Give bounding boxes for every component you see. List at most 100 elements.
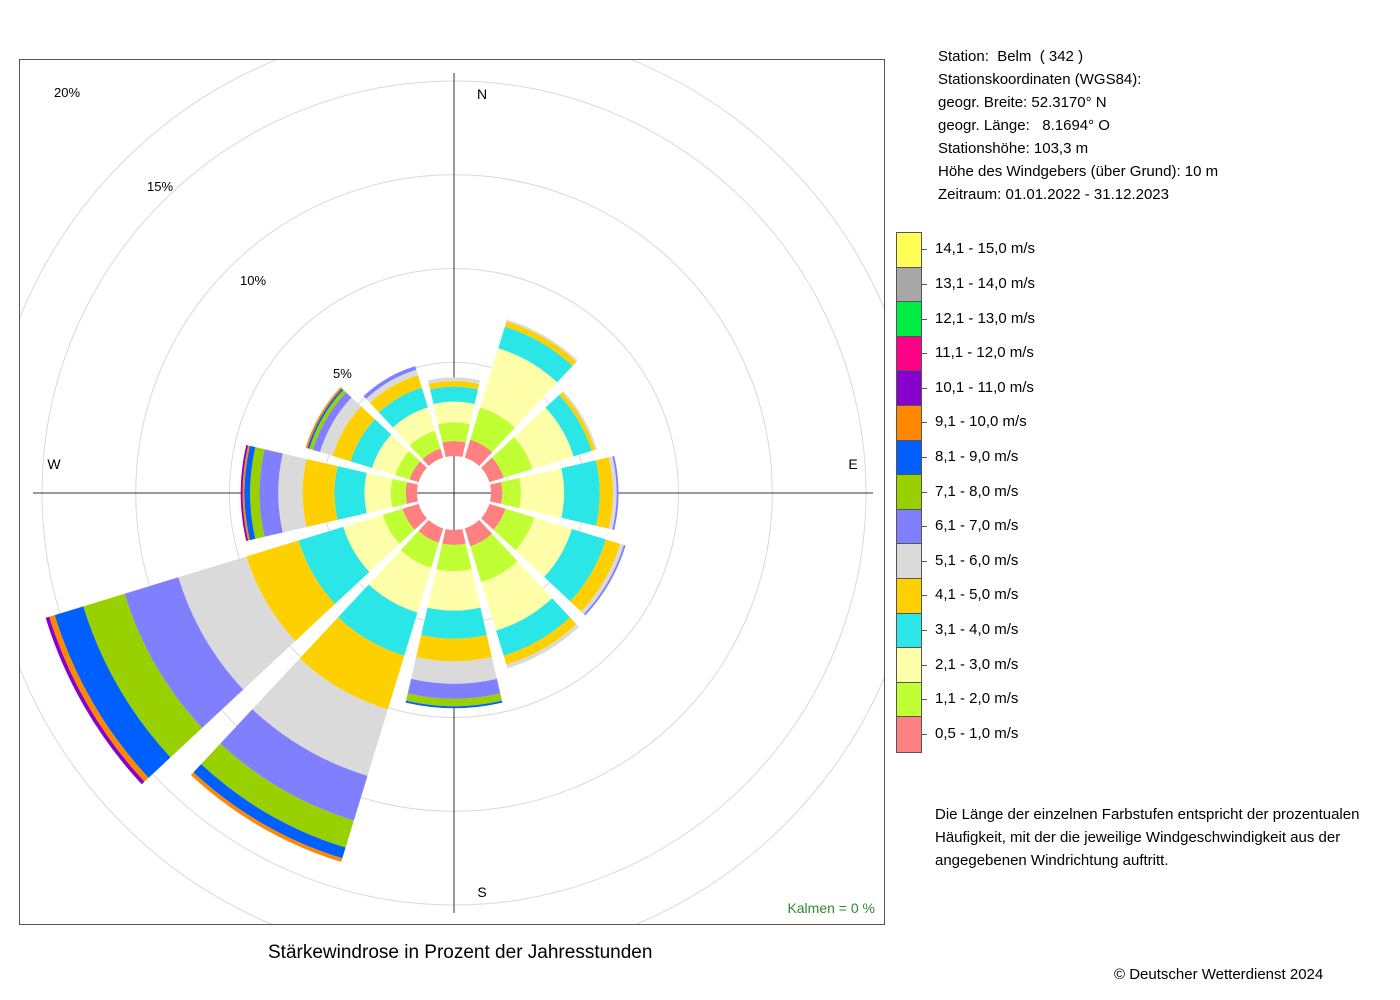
- legend-swatch: [897, 267, 921, 303]
- station-longitude: geogr. Länge: 8.1694° O: [938, 117, 1110, 134]
- sector-330-class-1: [409, 430, 441, 460]
- legend-tick: [921, 318, 927, 320]
- sector-150-class-1: [470, 533, 518, 583]
- legend-label: 14,1 - 15,0 m/s: [935, 240, 1036, 258]
- sector-60-class-1: [492, 437, 533, 478]
- sector-240-class-5: [178, 556, 296, 690]
- sector-150-class-2: [481, 561, 553, 631]
- sector-120-class-4: [570, 539, 621, 612]
- legend-tick: [921, 560, 927, 562]
- sector-60-class-5: [561, 391, 597, 450]
- sector-210-class-0: [418, 520, 444, 543]
- sector-120-class-5: [581, 543, 624, 615]
- sector-270-class-5: [278, 453, 307, 533]
- sector-180-class-3: [421, 607, 487, 639]
- legend-label: 10,1 - 11,0 m/s: [935, 378, 1034, 396]
- sector-210-class-5: [252, 658, 388, 776]
- legend-label: 7,1 - 8,0 m/s: [935, 482, 1019, 500]
- legend-label: 12,1 - 13,0 m/s: [935, 309, 1036, 327]
- sector-120-class-2: [515, 517, 572, 578]
- sector-300-class-8: [307, 388, 344, 449]
- sector-210-class-4: [299, 617, 405, 710]
- legend-swatch: [897, 371, 921, 406]
- sector-330-class-4: [369, 375, 422, 413]
- legend-label: 13,1 - 14,0 m/s: [935, 274, 1036, 292]
- sector-120-class-1: [493, 508, 535, 551]
- sector-120-class-3: [544, 529, 606, 602]
- sector-90-class-6: [612, 455, 619, 531]
- legend-tick: [921, 595, 927, 597]
- sector-330-class-3: [378, 387, 428, 428]
- sector-240-class-1: [382, 508, 415, 544]
- sector-300-class-9: [305, 387, 342, 449]
- legend-swatch: [897, 233, 921, 268]
- sector-180-class-8: [405, 700, 503, 709]
- sector-210-class-8: [193, 764, 346, 859]
- sector-240-class-4: [246, 540, 336, 641]
- sector-150-class-4: [503, 617, 577, 665]
- sector-150-class-0: [464, 520, 493, 547]
- sector-330-class-0: [422, 448, 444, 466]
- sector-0-class-3: [430, 386, 478, 404]
- sector-180-class-2: [427, 569, 481, 611]
- sector-270-class-6: [259, 449, 283, 537]
- sector-270-class-0: [405, 482, 418, 504]
- station-latitude: geogr. Breite: 52.3170° N: [938, 94, 1107, 111]
- sector-0-class-0: [442, 441, 466, 457]
- legend-label: 2,1 - 3,0 m/s: [935, 655, 1019, 673]
- legend-label: 5,1 - 6,0 m/s: [935, 551, 1019, 569]
- sector-0-class-1: [438, 422, 470, 443]
- legend-swatch: [897, 544, 921, 579]
- sector-240-class-3: [298, 526, 370, 604]
- legend-swatch: [897, 682, 921, 718]
- copyright-notice: © Deutscher Wetterdienst 2024: [1114, 966, 1324, 983]
- sector-240-class-9: [49, 615, 149, 782]
- legend-tick: [921, 664, 927, 666]
- sector-210-class-6: [220, 709, 368, 821]
- sector-0-class-5: [427, 377, 481, 384]
- sector-270-class-7: [250, 447, 265, 539]
- legend-swatch: [897, 509, 921, 545]
- wind-rose-svg: 5% 10% 15% 20% N E S W Kalmen = 0 %: [20, 60, 884, 924]
- sector-60-class-3: [545, 394, 592, 457]
- compass-label-S: S: [477, 884, 486, 900]
- sector-270-class-3: [334, 466, 367, 520]
- sector-90-class-0: [490, 482, 503, 504]
- sector-60-class-0: [481, 457, 504, 483]
- legend-color-bar: [896, 232, 922, 753]
- legend-label: 11,1 - 12,0 m/s: [935, 344, 1034, 362]
- sector-30-class-4: [504, 321, 577, 366]
- sector-330-class-2: [392, 407, 435, 446]
- legend-tick: [921, 422, 927, 424]
- legend-swatch: [897, 405, 921, 441]
- radial-label-5: 5%: [333, 366, 352, 381]
- legend-swatch: [897, 440, 921, 476]
- sector-330-class-6: [363, 366, 417, 399]
- sector-180-class-4: [416, 635, 492, 662]
- sector-90-class-3: [561, 460, 600, 526]
- legend-tick: [921, 283, 927, 285]
- sector-90-class-4: [596, 457, 613, 529]
- sector-270-class-4: [302, 458, 338, 528]
- sector-300-class-0: [409, 461, 427, 483]
- sector-180-class-6: [407, 678, 501, 699]
- sector-150-class-5: [506, 624, 579, 669]
- sector-150-class-3: [496, 598, 571, 656]
- legend-label: 3,1 - 4,0 m/s: [935, 620, 1019, 638]
- legend-tick: [921, 733, 927, 735]
- calm-label: Kalmen = 0 %: [787, 900, 875, 916]
- sector-30-class-3: [498, 326, 573, 383]
- sector-240-class-6: [124, 577, 244, 728]
- legend-swatch: [897, 648, 921, 683]
- sector-60-class-2: [513, 407, 574, 470]
- sector-0-class-2: [433, 401, 475, 425]
- legend-swatch: [897, 475, 921, 510]
- compass-label-W: W: [47, 456, 61, 472]
- legend-swatch: [897, 717, 921, 752]
- sector-300-class-4: [332, 406, 375, 462]
- sector-270-class-8: [244, 445, 256, 541]
- legend-label: 8,1 - 9,0 m/s: [935, 447, 1019, 465]
- sector-240-class-7: [83, 593, 203, 758]
- legend-tick: [921, 249, 927, 251]
- sector-300-class-2: [371, 434, 410, 476]
